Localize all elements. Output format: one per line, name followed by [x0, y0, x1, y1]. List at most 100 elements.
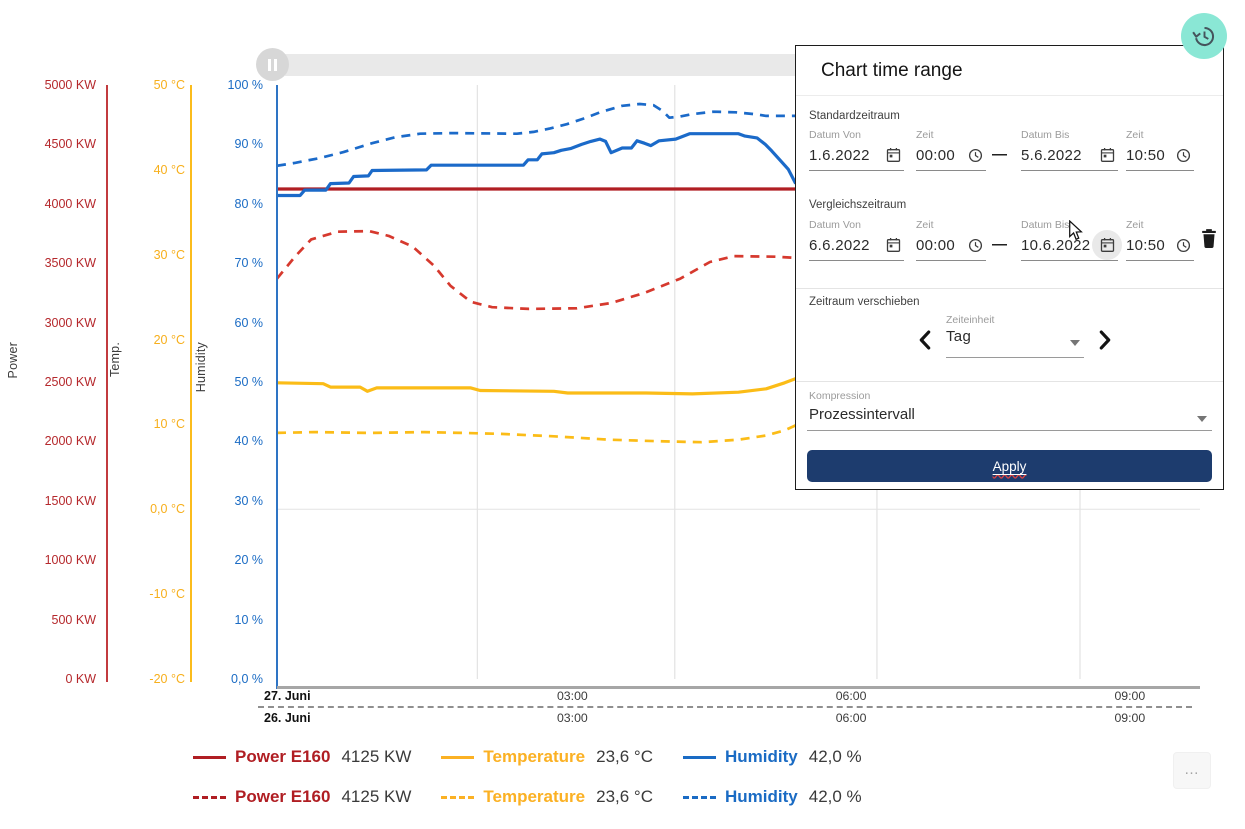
more-options-button[interactable]: … [1173, 752, 1211, 789]
legend-line-sample [193, 755, 226, 759]
temp-tick-label: 20 °C [153, 332, 185, 347]
datum-von-field[interactable]: Datum Von 6.6.2022 [809, 219, 904, 261]
temp-tick-label: 10 °C [153, 417, 185, 432]
clock-icon[interactable] [1172, 234, 1194, 256]
temp-tick-label: 0,0 °C [150, 502, 185, 517]
field-value: 10.6.2022 [1021, 236, 1091, 254]
field-value-row: 10:50 [1126, 233, 1194, 257]
datum-bis-field[interactable]: Datum Bis 10.6.2022 [1021, 219, 1122, 261]
power-tick-label: 3500 KW [44, 256, 96, 271]
legend-row: Power E160 4125 KW Temperature 23,6 °C Humid… [193, 787, 862, 807]
legend-line-sample [193, 795, 226, 799]
series-power-e160-dashed [277, 229, 796, 311]
zeit-field[interactable]: Zeit 00:00 [916, 219, 986, 261]
standard-range-label: Standardzeitraum [809, 110, 900, 122]
humidity-tick-label: 30 % [234, 493, 264, 508]
comparison-range-label: Vergleichszeitraum [809, 199, 907, 211]
range-separator: — [992, 146, 1007, 163]
field-value-row: 00:00 [916, 233, 986, 257]
x-axis-date-label: 27. Juni [264, 689, 311, 703]
chart-time-range-dialog: Chart time range Standardzeitraum Datum … [795, 45, 1224, 490]
x-axis-time-label: 06:00 [835, 689, 867, 703]
pause-button[interactable] [256, 48, 289, 81]
legend-value: 4125 KW [341, 787, 412, 806]
legend-line-sample [683, 795, 716, 799]
time-unit-select[interactable]: Zeiteinheit Tag [946, 314, 1084, 358]
zeit-field[interactable]: Zeit 00:00 [916, 129, 986, 171]
field-label: Datum Von [809, 219, 861, 231]
humidity-tick-label: 40 % [234, 434, 264, 449]
mouse-cursor [1069, 220, 1083, 241]
humidity-tick-label: 20 % [234, 553, 264, 568]
field-value: 1.6.2022 [809, 146, 870, 164]
legend-value: 23,6 °C [596, 787, 653, 806]
legend-label: Humidity [725, 787, 798, 806]
shift-range-label: Zeitraum verschieben [809, 296, 920, 308]
compression-select[interactable]: Prozessintervall [809, 406, 915, 423]
section-divider [796, 288, 1223, 289]
legend-value: 23,6 °C [596, 747, 653, 766]
series-temperature-dashed [277, 424, 797, 444]
humidity-tick-label: 0,0 % [231, 672, 263, 686]
field-label: Datum Von [809, 129, 861, 141]
field-value: 5.6.2022 [1021, 146, 1082, 164]
legend-label: Power E160 [235, 747, 331, 766]
compression-label: Kompression [809, 390, 871, 402]
field-label: Datum Bis [1021, 219, 1070, 231]
legend-label: Power E160 [235, 787, 331, 806]
shift-previous-button[interactable] [916, 328, 936, 352]
field-label: Datum Bis [1021, 129, 1070, 141]
clock-icon[interactable] [964, 144, 986, 166]
apply-button[interactable]: Apply [807, 450, 1212, 482]
power-tick-label: 0 KW [65, 672, 96, 686]
humidity-tick-label: 70 % [234, 256, 264, 271]
x-axis-time-label: 03:00 [556, 711, 588, 725]
field-value-row: 00:00 [916, 143, 986, 167]
power-tick-label: 2000 KW [44, 434, 96, 449]
zeit-field[interactable]: Zeit 10:50 [1126, 219, 1194, 261]
calendar-icon[interactable] [882, 234, 904, 256]
power-tick-label: 1000 KW [44, 553, 96, 568]
datum-bis-field[interactable]: Datum Bis 5.6.2022 [1021, 129, 1118, 171]
field-value-row: 10:50 [1126, 143, 1194, 167]
legend-item[interactable]: Temperature 23,6 °C [441, 747, 653, 767]
delete-comparison-button[interactable] [1200, 228, 1222, 250]
compression-underline [807, 430, 1212, 431]
temp-tick-label: -20 °C [149, 672, 185, 686]
legend-item[interactable]: Humidity 42,0 % [683, 747, 862, 767]
series-humidity-solid [277, 132, 798, 198]
calendar-icon[interactable] [1096, 144, 1118, 166]
legend-label: Temperature [483, 787, 586, 806]
power-tick-label: 5000 KW [44, 78, 96, 92]
series-humidity-dashed [277, 102, 796, 168]
x-axis-time-label: 09:00 [1114, 711, 1146, 725]
x-axis-time-label: 09:00 [1114, 689, 1146, 703]
history-button[interactable] [1181, 13, 1227, 59]
field-value: 00:00 [916, 236, 956, 254]
power-tick-label: 4500 KW [44, 137, 96, 152]
legend-item[interactable]: Power E160 4125 KW [193, 747, 411, 767]
x-axis-time-label: 06:00 [835, 711, 867, 725]
calendar-icon[interactable] [882, 144, 904, 166]
clock-icon[interactable] [1172, 144, 1194, 166]
chevron-down-icon [1070, 340, 1080, 346]
pause-icon [268, 58, 271, 71]
legend-item[interactable]: Temperature 23,6 °C [441, 787, 653, 807]
field-value-row: 10.6.2022 [1021, 230, 1122, 260]
legend-item[interactable]: Humidity 42,0 % [683, 787, 862, 807]
zeit-field[interactable]: Zeit 10:50 [1126, 129, 1194, 171]
pause-icon [274, 58, 277, 71]
clock-icon[interactable] [964, 234, 986, 256]
trash-icon [1202, 229, 1216, 249]
humidity-tick-label: 60 % [234, 315, 264, 330]
legend-item[interactable]: Power E160 4125 KW [193, 787, 411, 807]
field-label: Zeit [916, 219, 934, 231]
legend-label: Temperature [483, 747, 586, 766]
x-axis-row: 26. Juni 03:00 06:00 09:00 [0, 711, 1245, 727]
calendar-icon[interactable] [1092, 230, 1122, 260]
humidity-tick-label: 100 % [227, 78, 263, 92]
shift-next-button[interactable] [1096, 328, 1116, 352]
power-tick-label: 4000 KW [44, 196, 96, 211]
datum-von-field[interactable]: Datum Von 1.6.2022 [809, 129, 904, 171]
